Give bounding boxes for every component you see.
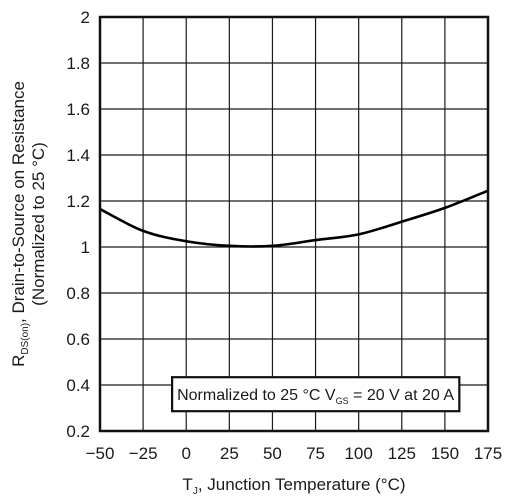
x-tick-labels: −50 −25 0 25 50 75 100 125 150 175 [86,444,503,463]
annotation-sub: GS [336,396,349,406]
y-tick-label: 0.2 [66,422,90,441]
x-tick-label: −50 [86,444,115,463]
x-axis-title-rest: , Junction Temperature (°C) [198,475,406,494]
line-layer [99,189,489,248]
y-tick-label: 1 [81,238,90,257]
y-axis-title-sub: DS(on) [20,323,31,355]
y-tick-label: 2 [81,8,90,27]
y-tick-label: 0.6 [66,330,90,349]
annotation-post: = 20 V at 20 A [349,387,455,404]
x-tick-label: −25 [129,444,158,463]
y-axis-title: RDS(on), Drain-to-Source on Resistance (… [9,81,48,367]
grid-layer [99,16,489,432]
y-axis-title-main: R [9,355,28,367]
series-line [99,189,489,248]
x-tick-label: 150 [431,444,459,463]
y-tick-label: 1.2 [66,192,90,211]
x-tick-label: 75 [306,444,325,463]
x-axis-title: TJ, Junction Temperature (°C) [182,475,405,497]
annotation-pre: Normalized to 25 °C V [177,387,336,404]
y-axis-title-line2: (Normalized to 25 °C) [29,142,48,306]
x-tick-label: 125 [388,444,416,463]
annotation-box [171,376,461,413]
x-tick-label: 175 [474,444,502,463]
y-tick-label: 1.6 [66,100,90,119]
annotation-text: Normalized to 25 °C VGS = 20 V at 20 A [177,387,454,406]
y-tick-label: 0.8 [66,284,90,303]
y-tick-labels: 0.2 0.4 0.6 0.8 1 1.2 1.4 1.6 1.8 2 [66,8,90,441]
x-tick-label: 50 [263,444,282,463]
y-tick-label: 1.4 [66,146,90,165]
y-axis-title-line1: RDS(on), Drain-to-Source on Resistance [9,81,31,367]
x-tick-label: 0 [181,444,190,463]
y-axis-title-rest: , Drain-to-Source on Resistance [9,81,28,323]
plot-frame [98,15,490,433]
x-axis-title-sub: J [193,486,198,497]
x-axis-title-main: T [182,475,192,494]
x-tick-label: 25 [220,444,239,463]
x-tick-label: 100 [344,444,372,463]
annotation-layer: Normalized to 25 °C VGS = 20 V at 20 A [171,376,461,413]
y-tick-label: 0.4 [66,376,90,395]
y-tick-label: 1.8 [66,54,90,73]
